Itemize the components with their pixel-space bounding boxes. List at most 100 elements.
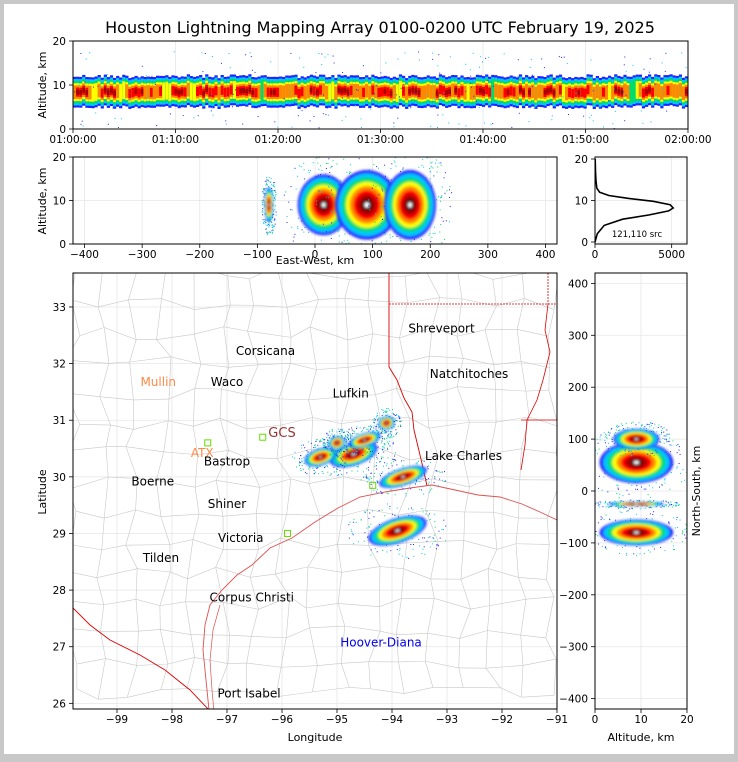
source-point xyxy=(606,515,607,516)
source-point xyxy=(608,505,609,506)
source-point xyxy=(670,502,671,503)
time-height-strip xyxy=(590,83,593,97)
time-height-strip xyxy=(605,86,608,100)
time-height-strip xyxy=(593,87,596,101)
source-point xyxy=(367,452,368,453)
source-point xyxy=(349,242,350,243)
source-point xyxy=(659,434,660,435)
time-height-strip xyxy=(193,83,196,101)
source-point xyxy=(609,435,610,436)
time-height-source xyxy=(80,53,81,54)
source-point xyxy=(347,455,348,456)
source-point xyxy=(427,157,428,158)
source-point xyxy=(336,454,337,455)
source-point xyxy=(386,431,387,432)
time-height-strip xyxy=(676,85,679,99)
source-point xyxy=(273,184,274,185)
source-point xyxy=(390,550,391,551)
time-height-source xyxy=(448,123,449,124)
place-label-natchitoches: Natchitoches xyxy=(430,367,508,381)
source-point xyxy=(602,518,603,519)
source-point xyxy=(434,535,435,536)
source-point xyxy=(274,197,275,198)
source-point xyxy=(306,473,307,474)
ew-xtick-1-label: −300 xyxy=(128,249,157,261)
source-point xyxy=(374,430,375,431)
source-point xyxy=(400,425,401,426)
source-point xyxy=(394,459,395,460)
ns-ytick-6-label: 200 xyxy=(568,382,588,394)
source-point xyxy=(293,241,294,242)
source-point xyxy=(330,455,331,456)
time-height-source xyxy=(342,98,343,99)
time-height-source xyxy=(319,127,320,128)
source-point xyxy=(665,436,666,437)
time-height-strip xyxy=(350,86,353,95)
time-height-source xyxy=(479,107,480,108)
source-point xyxy=(337,464,338,465)
time-height-strip xyxy=(122,81,125,99)
source-point xyxy=(381,432,382,433)
source-point xyxy=(362,450,363,451)
time-height-source xyxy=(193,76,194,77)
time-height-source xyxy=(422,80,423,81)
time-height-strip xyxy=(562,84,565,102)
source-point xyxy=(662,438,663,439)
source-point xyxy=(436,548,437,549)
source-point xyxy=(444,177,445,178)
source-point xyxy=(348,438,349,439)
source-point xyxy=(336,432,337,433)
source-point xyxy=(345,465,346,466)
ns-height-ylabel: North-South, km xyxy=(690,446,703,537)
time-height-strip xyxy=(596,85,599,99)
source-point xyxy=(446,220,447,221)
source-point xyxy=(276,215,277,216)
source-point xyxy=(436,544,437,545)
time-height-source xyxy=(303,67,304,68)
source-point xyxy=(264,190,265,191)
source-point xyxy=(317,445,318,446)
time-height-source xyxy=(333,56,334,57)
source-point xyxy=(380,461,381,462)
source-point xyxy=(335,461,336,462)
source-point xyxy=(427,466,428,467)
source-point xyxy=(333,451,334,452)
plan-view-ytick-4-label: 30 xyxy=(53,472,66,484)
source-point xyxy=(676,445,677,446)
source-point xyxy=(598,544,599,545)
source-point xyxy=(331,222,332,223)
time-height-source xyxy=(484,92,485,93)
source-point xyxy=(625,545,626,546)
source-point xyxy=(323,445,324,446)
source-point xyxy=(653,428,654,429)
time-height-source xyxy=(142,66,143,67)
time-height-source xyxy=(342,120,343,121)
source-point xyxy=(377,481,378,482)
source-point xyxy=(302,229,303,230)
time-height-strip xyxy=(227,87,230,96)
time-height-strip xyxy=(365,84,368,98)
time-height-source xyxy=(298,115,299,116)
source-point xyxy=(264,221,265,222)
source-point xyxy=(295,168,296,169)
source-point xyxy=(430,171,431,172)
time-height-source xyxy=(385,62,386,63)
source-point xyxy=(303,469,304,470)
source-point xyxy=(392,428,393,429)
source-point xyxy=(400,548,401,549)
source-point xyxy=(679,450,680,451)
time-height-source xyxy=(493,86,494,87)
source-point xyxy=(612,441,613,442)
time-height-source xyxy=(146,75,147,76)
source-point xyxy=(680,473,681,474)
time-height-source xyxy=(394,126,395,127)
source-point xyxy=(332,429,333,430)
histogram-ytick-0-label: 0 xyxy=(581,237,588,249)
source-point xyxy=(605,502,606,503)
time-height-source xyxy=(473,96,474,97)
source-point xyxy=(408,508,409,509)
time-height-source xyxy=(294,80,295,81)
source-point xyxy=(374,466,375,467)
time-height-source xyxy=(342,72,343,73)
source-point xyxy=(332,431,333,432)
